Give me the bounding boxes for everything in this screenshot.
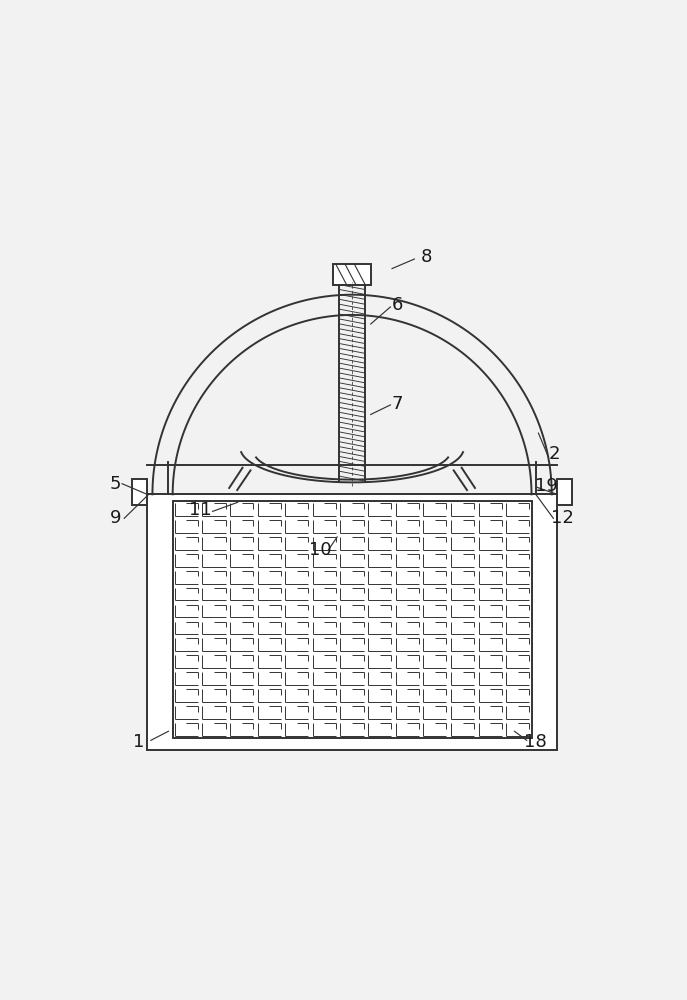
Text: 12: 12 — [551, 509, 574, 527]
Text: 19: 19 — [535, 477, 558, 495]
Text: 10: 10 — [309, 541, 331, 559]
Text: 8: 8 — [421, 248, 432, 266]
Text: 2: 2 — [549, 445, 560, 463]
Text: 7: 7 — [392, 395, 403, 413]
Text: 1: 1 — [133, 733, 145, 751]
Bar — [557, 479, 572, 505]
Bar — [132, 479, 147, 505]
Bar — [333, 264, 371, 285]
Text: 9: 9 — [109, 509, 121, 527]
Text: 11: 11 — [189, 501, 212, 519]
Text: 18: 18 — [524, 733, 547, 751]
Bar — [172, 501, 532, 738]
Text: 5: 5 — [109, 475, 121, 493]
Bar — [147, 494, 557, 750]
Text: 6: 6 — [392, 296, 403, 314]
